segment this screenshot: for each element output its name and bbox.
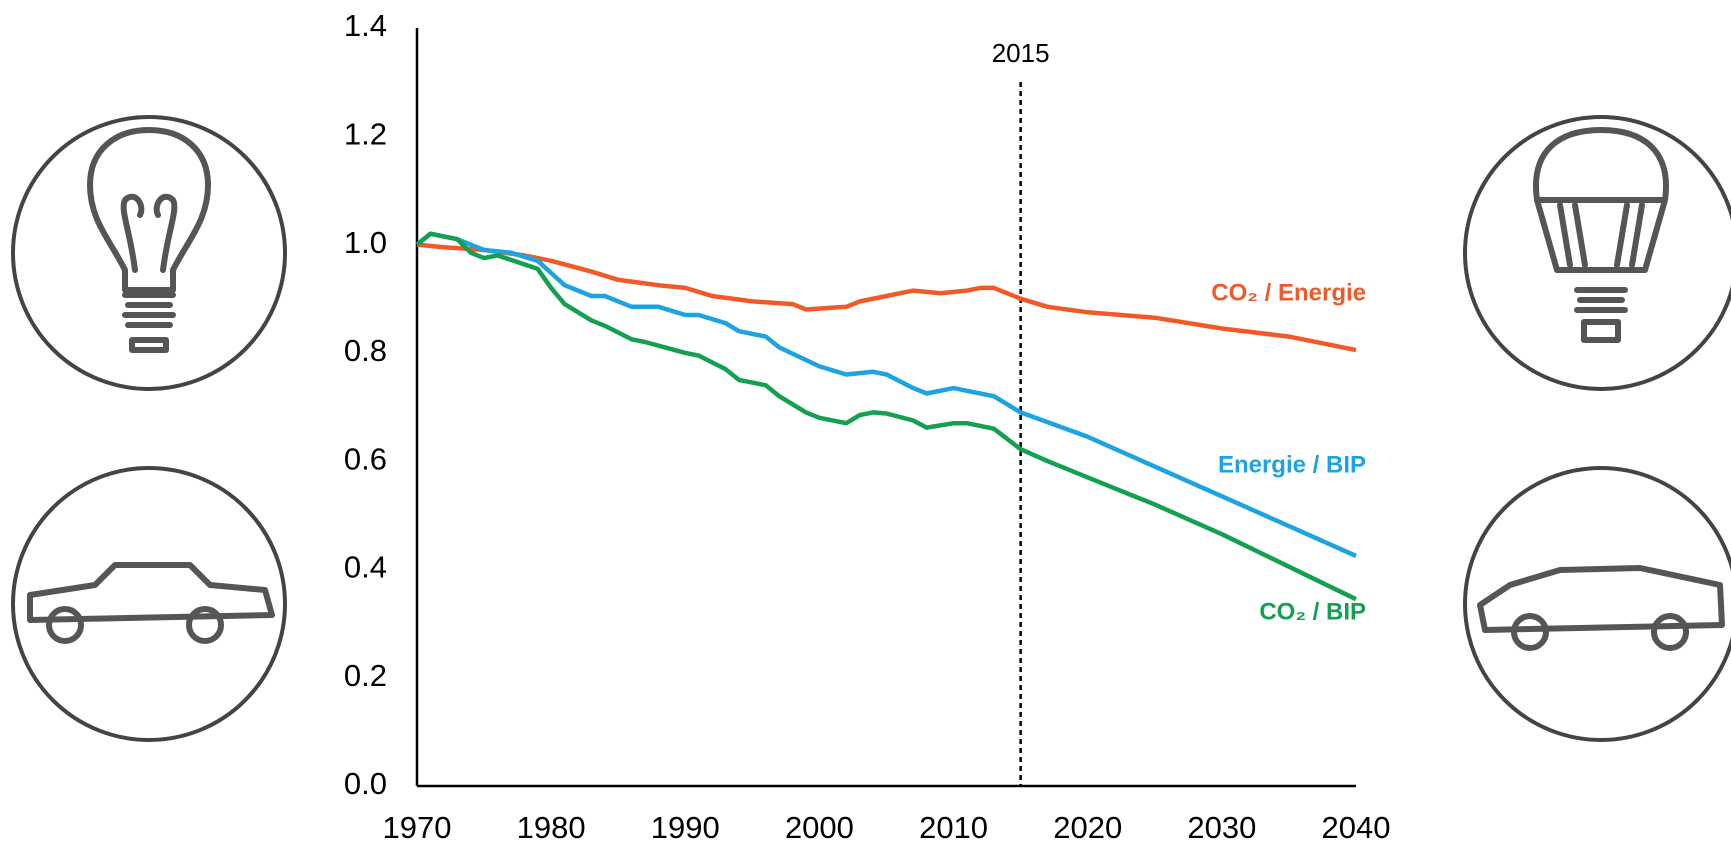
series-label: CO₂ / Energie bbox=[1211, 279, 1366, 306]
y-tick-label: 0.0 bbox=[344, 766, 387, 801]
y-tick-label: 1.0 bbox=[344, 225, 387, 260]
chart: 0.0 0.2 0.4 0.6 0.8 1.0 1.2 1.4 1970 1980 1990 2000… bbox=[0, 0, 1731, 850]
y-tick-label: 1.2 bbox=[344, 116, 387, 151]
x-tick-label: 2030 bbox=[1187, 810, 1256, 845]
page: {"chart_data": { "type": "line", "xlim":… bbox=[0, 0, 1731, 850]
reference-label: 2015 bbox=[992, 38, 1050, 68]
x-tick-label: 1980 bbox=[517, 810, 586, 845]
y-tick-label: 0.8 bbox=[344, 333, 387, 368]
icon-old-car bbox=[13, 468, 285, 740]
icon-new-car bbox=[1465, 468, 1731, 740]
x-tick-label: 1970 bbox=[383, 810, 452, 845]
x-tick-label: 1990 bbox=[651, 810, 720, 845]
icon-led-bulb bbox=[1465, 117, 1731, 389]
x-tick-label: 2000 bbox=[785, 810, 854, 845]
y-tick-label: 0.6 bbox=[344, 441, 387, 476]
series-label: CO₂ / BIP bbox=[1259, 598, 1366, 625]
y-tick-label: 1.4 bbox=[344, 8, 387, 43]
icon-old-bulb bbox=[13, 117, 285, 389]
x-tick-label: 2020 bbox=[1053, 810, 1122, 845]
y-tick-label: 0.4 bbox=[344, 550, 387, 585]
y-tick-label: 0.2 bbox=[344, 658, 387, 693]
x-tick-label: 2040 bbox=[1322, 810, 1391, 845]
series-label: Energie / BIP bbox=[1218, 451, 1366, 478]
x-tick-label: 2010 bbox=[919, 810, 988, 845]
